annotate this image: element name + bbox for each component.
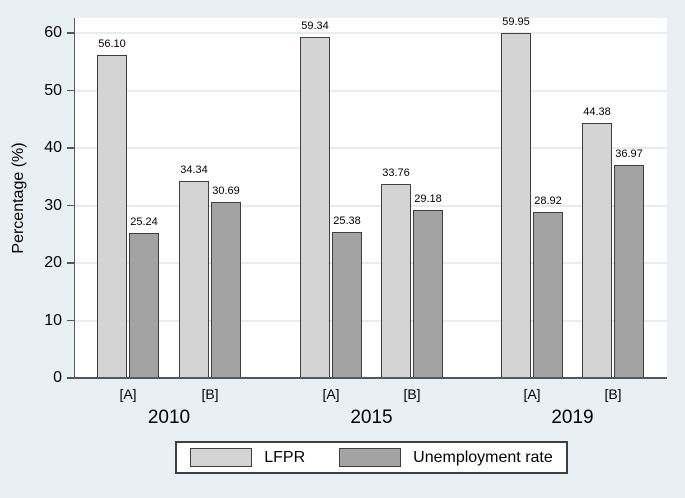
legend-item-lfpr: LFPR [190, 448, 305, 467]
bar-value-label: 30.69 [212, 184, 240, 197]
gridline-60 [75, 32, 667, 34]
gridline-20 [75, 262, 667, 264]
gridline-50 [75, 89, 667, 92]
legend-label-lfpr: LFPR [264, 448, 306, 466]
x-year-label-2010: 2010 [147, 407, 191, 428]
bar-value-label: 56.10 [98, 38, 126, 51]
y-tick-label-30: 30 [44, 196, 62, 214]
bar-value-label: 36.97 [615, 148, 643, 161]
bar-value-label: 33.76 [382, 166, 410, 179]
legend-swatch-lfpr [190, 448, 253, 467]
legend: LFPR Unemployment rate [175, 441, 568, 474]
y-axis-line [73, 18, 75, 379]
bar-unemployment-rate-2010-b [211, 201, 241, 378]
legend-swatch-unemployment-rate [339, 448, 402, 467]
x-category-label-1: [A] [119, 386, 137, 402]
bar-value-label: 34.34 [180, 163, 208, 176]
x-category-label-4: [B] [403, 386, 421, 402]
y-tick-mark-60 [66, 32, 75, 34]
bar-lfpr-2015-b [381, 183, 411, 378]
y-tick-mark-50 [66, 89, 75, 92]
bar-unemployment-rate-2010-a [129, 232, 159, 378]
y-tick-label-20: 20 [44, 254, 62, 271]
gridline-30 [75, 204, 667, 207]
bar-value-label: 59.34 [301, 19, 329, 32]
bar-lfpr-2010-b [179, 180, 209, 378]
x-year-label-2019: 2019 [551, 407, 594, 428]
bar-value-label: 59.95 [502, 16, 530, 29]
gridline-10 [75, 319, 667, 322]
bar-lfpr-2015-a [300, 36, 330, 378]
bar-lfpr-2019-b [582, 122, 612, 378]
gridline-40 [75, 147, 667, 149]
y-tick-mark-0 [66, 377, 75, 379]
bar-lfpr-2010-a [97, 55, 127, 378]
bar-value-label: 44.38 [583, 105, 611, 118]
y-tick-label-40: 40 [44, 139, 62, 156]
y-tick-mark-10 [66, 319, 75, 322]
y-tick-label-50: 50 [44, 81, 62, 99]
bar-value-label: 25.38 [333, 215, 361, 228]
bar-value-label: 28.92 [534, 194, 562, 207]
y-tick-label-0: 0 [53, 369, 62, 386]
bar-value-label: 29.18 [414, 193, 442, 206]
bar-unemployment-rate-2015-b [413, 210, 443, 378]
y-tick-mark-30 [66, 204, 75, 207]
bar-unemployment-rate-2019-a [533, 211, 563, 378]
y-tick-label-60: 60 [44, 24, 62, 41]
plot-area [75, 18, 667, 378]
x-axis-line [75, 377, 667, 379]
x-year-label-2015: 2015 [350, 407, 393, 428]
bar-value-label: 25.24 [130, 215, 158, 228]
x-category-label-3: [A] [322, 386, 340, 402]
x-category-label-6: [B] [604, 386, 622, 402]
x-category-label-2: [B] [201, 386, 219, 402]
legend-label-unemployment-rate: Unemployment rate [413, 448, 553, 466]
bar-unemployment-rate-2019-b [614, 165, 644, 378]
y-tick-label-10: 10 [44, 311, 62, 329]
y-tick-mark-20 [66, 262, 75, 264]
y-tick-mark-40 [66, 147, 75, 149]
x-category-label-5: [A] [523, 386, 541, 402]
bar-unemployment-rate-2015-a [332, 232, 362, 378]
legend-item-unemployment-rate: Unemployment rate [339, 448, 553, 467]
